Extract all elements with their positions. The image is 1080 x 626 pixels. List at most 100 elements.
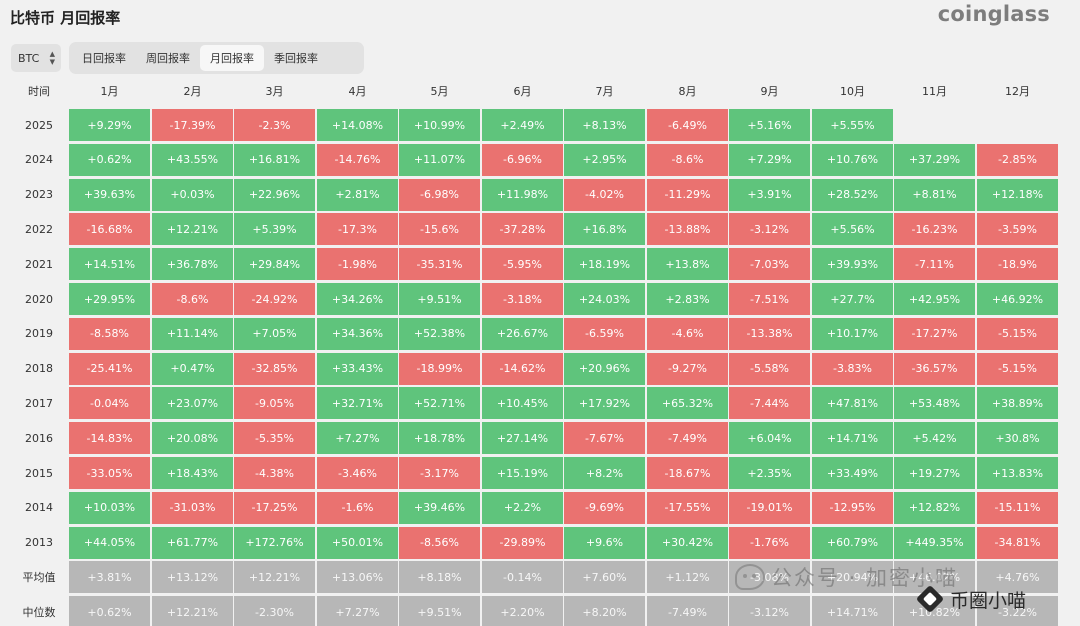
return-cell[interactable]: -37.28% — [482, 213, 563, 246]
return-cell[interactable]: +46.92% — [977, 283, 1058, 315]
return-cell[interactable]: +11.14% — [152, 317, 233, 350]
return-cell[interactable]: +2.95% — [564, 143, 645, 176]
return-cell[interactable]: +39.93% — [812, 248, 893, 281]
return-cell[interactable]: +52.38% — [399, 317, 480, 350]
return-cell[interactable]: -1.76% — [729, 526, 810, 559]
return-cell[interactable]: +27.14% — [482, 422, 563, 455]
return-cell[interactable]: +7.05% — [234, 317, 315, 350]
return-cell[interactable]: -4.02% — [564, 178, 645, 211]
tab-3[interactable]: 季回报率 — [274, 52, 318, 65]
return-cell[interactable]: -33.05% — [69, 457, 150, 489]
stat-cell[interactable]: +8.18% — [399, 561, 480, 594]
return-cell[interactable]: +20.08% — [152, 422, 233, 455]
stat-cell[interactable]: +4.76% — [977, 561, 1058, 594]
return-cell[interactable]: +18.19% — [564, 248, 645, 281]
return-cell[interactable]: +10.99% — [399, 109, 480, 141]
stat-cell[interactable]: +9.51% — [399, 596, 480, 626]
return-cell[interactable]: +18.43% — [152, 457, 233, 489]
return-cell[interactable]: -18.9% — [977, 248, 1058, 281]
return-cell[interactable]: +39.46% — [399, 491, 480, 524]
return-cell[interactable]: -3.59% — [977, 213, 1058, 246]
return-cell[interactable]: +9.6% — [564, 526, 645, 559]
return-cell[interactable]: +16.8% — [564, 213, 645, 246]
return-cell[interactable]: -6.59% — [564, 317, 645, 350]
return-cell[interactable]: -7.51% — [729, 283, 810, 315]
return-cell[interactable]: -3.17% — [399, 457, 480, 489]
return-cell[interactable]: -14.83% — [69, 422, 150, 455]
return-cell[interactable]: +0.62% — [69, 143, 150, 176]
return-cell[interactable]: +17.92% — [564, 387, 645, 420]
return-cell[interactable]: +5.16% — [729, 109, 810, 141]
return-cell[interactable]: -5.15% — [977, 317, 1058, 350]
return-cell[interactable]: -5.35% — [234, 422, 315, 455]
return-cell[interactable]: +11.98% — [482, 178, 563, 211]
return-cell[interactable]: -3.83% — [812, 352, 893, 385]
return-cell[interactable]: -13.38% — [729, 317, 810, 350]
return-cell[interactable]: +34.36% — [317, 317, 398, 350]
return-cell[interactable]: -8.58% — [69, 317, 150, 350]
tab-1[interactable]: 周回报率 — [146, 52, 190, 65]
tab-0[interactable]: 日回报率 — [82, 52, 126, 65]
return-cell[interactable]: +32.71% — [317, 387, 398, 420]
stat-cell[interactable]: +13.12% — [152, 561, 233, 594]
return-cell[interactable]: +19.27% — [894, 457, 975, 489]
return-cell[interactable]: +22.96% — [234, 178, 315, 211]
return-cell[interactable]: -18.99% — [399, 352, 480, 385]
return-cell[interactable]: +12.82% — [894, 491, 975, 524]
return-cell[interactable]: -8.56% — [399, 526, 480, 559]
return-cell[interactable]: +29.84% — [234, 248, 315, 281]
return-cell[interactable]: +43.55% — [152, 143, 233, 176]
return-cell[interactable]: +8.81% — [894, 178, 975, 211]
return-cell[interactable]: -2.85% — [977, 143, 1058, 176]
return-cell[interactable]: -7.67% — [564, 422, 645, 455]
return-cell[interactable]: -7.49% — [647, 422, 728, 455]
return-cell[interactable]: +50.01% — [317, 526, 398, 559]
return-cell[interactable]: -32.85% — [234, 352, 315, 385]
return-cell[interactable]: +9.29% — [69, 109, 150, 141]
return-cell[interactable]: -8.6% — [152, 283, 233, 315]
return-cell[interactable]: +30.42% — [647, 526, 728, 559]
return-cell[interactable]: -17.25% — [234, 491, 315, 524]
return-cell[interactable]: -7.11% — [894, 248, 975, 281]
return-cell[interactable]: +27.7% — [812, 283, 893, 315]
return-cell[interactable]: -5.15% — [977, 352, 1058, 385]
return-cell[interactable]: +2.81% — [317, 178, 398, 211]
return-cell[interactable]: -4.6% — [647, 317, 728, 350]
stat-cell[interactable]: +14.71% — [812, 596, 893, 626]
stat-cell[interactable]: -3.22% — [977, 596, 1058, 626]
return-cell[interactable]: -9.27% — [647, 352, 728, 385]
return-cell[interactable]: +5.39% — [234, 213, 315, 246]
return-cell[interactable]: -19.01% — [729, 491, 810, 524]
return-cell[interactable]: -1.98% — [317, 248, 398, 281]
return-cell[interactable]: +34.26% — [317, 283, 398, 315]
return-cell[interactable]: -15.11% — [977, 491, 1058, 524]
stat-cell[interactable]: +12.21% — [234, 561, 315, 594]
return-cell[interactable]: -36.57% — [894, 352, 975, 385]
return-cell[interactable]: +14.51% — [69, 248, 150, 281]
return-cell[interactable]: +3.91% — [729, 178, 810, 211]
return-cell[interactable]: +42.95% — [894, 283, 975, 315]
return-cell[interactable]: -2.3% — [234, 109, 315, 141]
return-cell[interactable]: +5.56% — [812, 213, 893, 246]
return-cell[interactable]: +0.47% — [152, 352, 233, 385]
return-cell[interactable]: -29.89% — [482, 526, 563, 559]
stat-cell[interactable]: +8.20% — [564, 596, 645, 626]
return-cell[interactable]: -5.58% — [729, 352, 810, 385]
stat-cell[interactable]: +13.06% — [317, 561, 398, 594]
return-cell[interactable]: +44.05% — [69, 526, 150, 559]
stat-cell[interactable]: +2.20% — [482, 596, 563, 626]
return-cell[interactable]: +23.07% — [152, 387, 233, 420]
return-cell[interactable]: +60.79% — [812, 526, 893, 559]
asset-select[interactable]: BTC ▲ ▼ — [11, 44, 61, 72]
return-cell[interactable]: -5.95% — [482, 248, 563, 281]
return-cell[interactable]: +24.03% — [564, 283, 645, 315]
return-cell[interactable]: -6.49% — [647, 109, 728, 141]
return-cell[interactable]: +38.89% — [977, 387, 1058, 420]
return-cell[interactable]: -6.96% — [482, 143, 563, 176]
return-cell[interactable]: +449.35% — [894, 526, 975, 559]
return-cell[interactable]: -25.41% — [69, 352, 150, 385]
return-cell[interactable]: +14.71% — [812, 422, 893, 455]
stat-cell[interactable]: +20.94% — [812, 561, 893, 594]
return-cell[interactable]: +37.29% — [894, 143, 975, 176]
stat-cell[interactable]: -3.12% — [729, 596, 810, 626]
